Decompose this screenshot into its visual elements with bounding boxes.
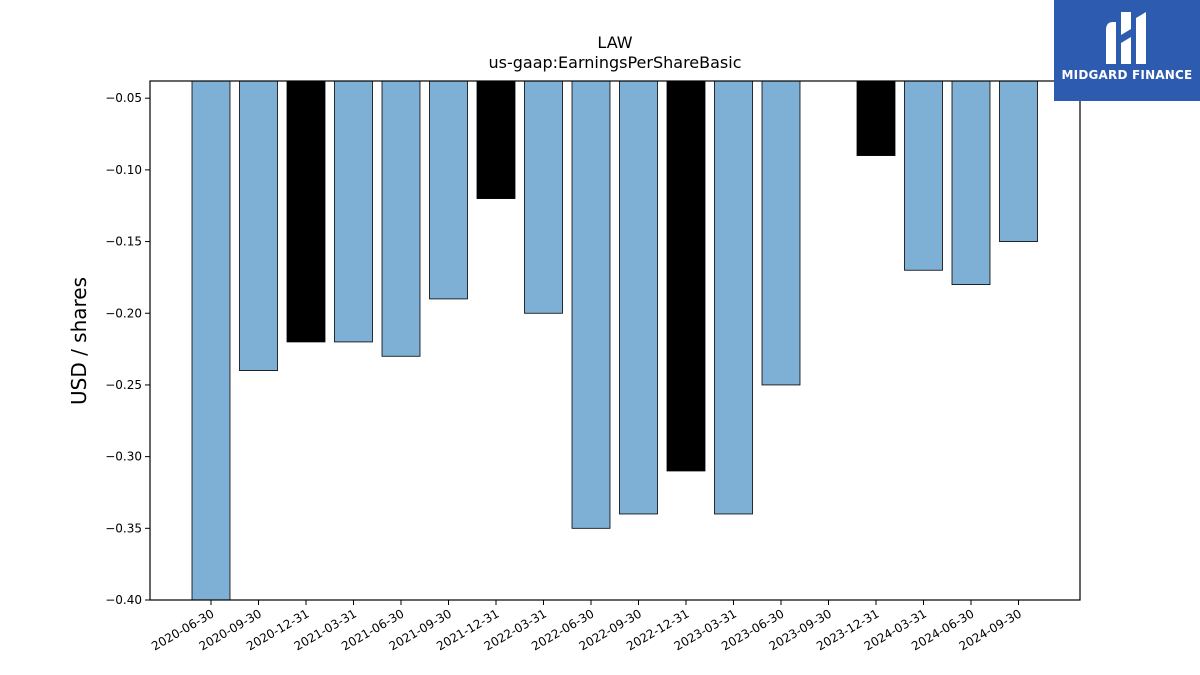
y-tick-label: −0.35 <box>105 521 142 535</box>
y-tick-label: −0.10 <box>105 163 142 177</box>
bar-2023-03-31 <box>714 80 753 515</box>
bar-2021-09-30 <box>429 80 468 300</box>
bar-2022-03-31 <box>524 80 563 314</box>
bar-2023-12-31 <box>856 80 896 156</box>
bar-2022-06-30 <box>571 80 611 529</box>
bar-2023-06-30 <box>761 80 801 386</box>
bar-2020-09-30 <box>239 80 278 372</box>
bar-2024-06-30 <box>951 80 991 285</box>
bar-2022-12-31 <box>666 80 706 472</box>
y-tick-label: −0.20 <box>105 306 142 320</box>
x-ticks-group: 2020-06-302020-09-302020-12-312021-03-31… <box>149 600 1024 653</box>
y-tick-label: −0.25 <box>105 378 142 392</box>
y-tick-label: −0.40 <box>105 593 142 607</box>
brand-logo-text: MIDGARD FINANCE <box>1061 68 1193 82</box>
y-tick-label: −0.30 <box>105 450 142 464</box>
y-ticks-group: −0.05 −0.10 −0.15 −0.20 −0.25 −0.30 −0.35 −0.40 <box>105 91 150 607</box>
y-tick-label: −0.05 <box>105 91 142 105</box>
bar-2020-12-31 <box>286 80 326 343</box>
bars-group <box>191 80 1038 601</box>
bar-2024-03-31 <box>904 80 943 271</box>
chart-title: LAW <box>597 33 632 52</box>
chart-subtitle: us-gaap:EarningsPerShareBasic <box>488 53 741 72</box>
bar-2020-06-30 <box>191 80 231 601</box>
bar-2021-06-30 <box>381 80 421 357</box>
brand-logo: MIDGARD FINANCE <box>1054 0 1200 101</box>
bar-2021-03-31 <box>334 80 373 343</box>
y-tick-label: −0.15 <box>105 235 142 249</box>
plot-frame <box>149 80 1081 601</box>
midgard-m-icon <box>1106 12 1146 64</box>
bar-2022-09-30 <box>619 80 658 515</box>
y-axis-label: USD / shares <box>67 277 91 405</box>
bar-2021-12-31 <box>476 80 516 199</box>
bar-2024-09-30 <box>999 80 1038 242</box>
